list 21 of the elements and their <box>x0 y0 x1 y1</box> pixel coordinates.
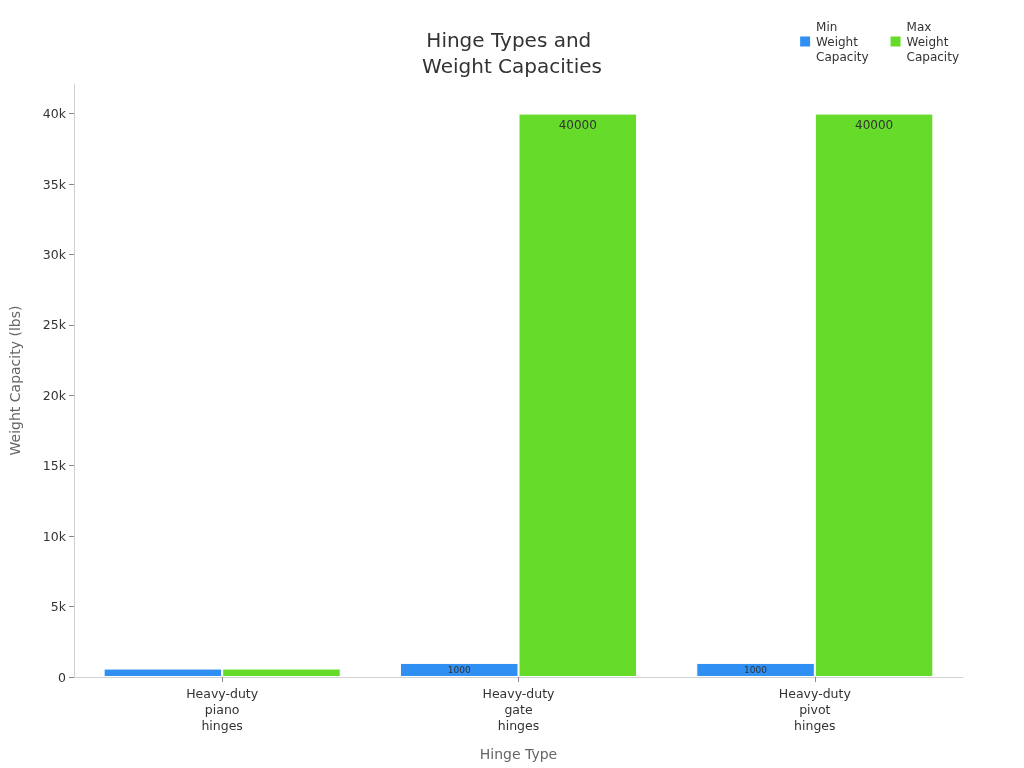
x-tick-label: Heavy-duty pivot hinges <box>778 685 852 733</box>
legend-label: Min Weight Capacity <box>816 19 869 64</box>
x-tick-label: Heavy-duty gate hinges <box>482 685 556 733</box>
y-tick-label: 35k <box>42 176 67 192</box>
y-axis-title: Weight Capacity (lbs) <box>7 305 23 456</box>
chart-title: Hinge Types and Weight Capacities <box>422 28 602 78</box>
y-tick-label: 30k <box>42 246 67 262</box>
data-label: 1000 <box>744 664 768 675</box>
x-tick-label: Heavy-duty piano hinges <box>186 685 259 733</box>
y-tick-label: 40k <box>42 106 67 122</box>
y-tick-label: 20k <box>42 387 67 403</box>
y-tick-label: 10k <box>42 528 67 544</box>
y-tick-label: 15k <box>42 458 67 474</box>
legend-label: Max Weight Capacity <box>906 19 960 64</box>
data-label: 1000 <box>447 664 471 675</box>
y-tick-label: 25k <box>42 317 67 333</box>
y-tick-label: 5k <box>50 599 67 615</box>
data-label: 40000 <box>558 117 597 132</box>
data-label: 40000 <box>855 117 894 132</box>
y-tick-label: 0 <box>58 669 67 685</box>
x-axis-title: Hinge Type <box>479 746 558 762</box>
